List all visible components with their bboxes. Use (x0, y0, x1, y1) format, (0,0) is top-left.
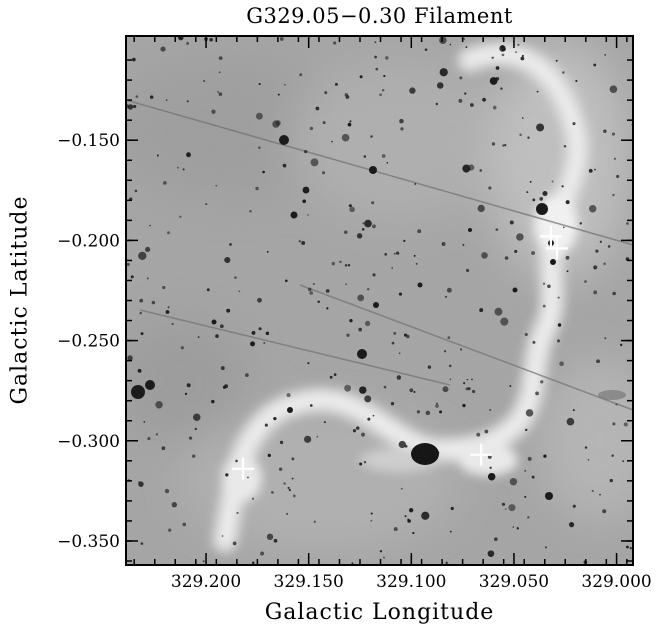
y-tick-labels: −0.150 −0.200 −0.250 −0.300 −0.350 (57, 131, 120, 552)
source-markers (232, 225, 569, 480)
x-tick-label: 329.200 (171, 572, 241, 592)
y-axis-label: Galactic Latitude (7, 195, 33, 405)
y-tick-label: −0.250 (57, 332, 120, 352)
y-tick-label: −0.350 (57, 532, 120, 552)
x-tick-label: 329.050 (479, 572, 549, 592)
y-tick-label: −0.300 (57, 432, 120, 452)
x-tick-labels: 329.200 329.150 329.100 329.050 329.000 (171, 572, 652, 592)
axis-ticks (126, 36, 633, 565)
cross-marker (470, 443, 493, 466)
cross-marker (539, 225, 562, 248)
x-axis-label: Galactic Longitude (264, 600, 495, 625)
x-tick-label: 329.000 (581, 572, 651, 592)
y-tick-label: −0.200 (57, 231, 120, 251)
infrared-image (126, 36, 633, 565)
cross-marker (546, 237, 569, 260)
y-tick-label: −0.150 (57, 131, 120, 151)
x-tick-label: 329.150 (274, 572, 344, 592)
cross-marker (232, 457, 254, 480)
figure-title: G329.05−0.30 Filament (246, 4, 513, 28)
x-tick-label: 329.100 (376, 572, 446, 592)
